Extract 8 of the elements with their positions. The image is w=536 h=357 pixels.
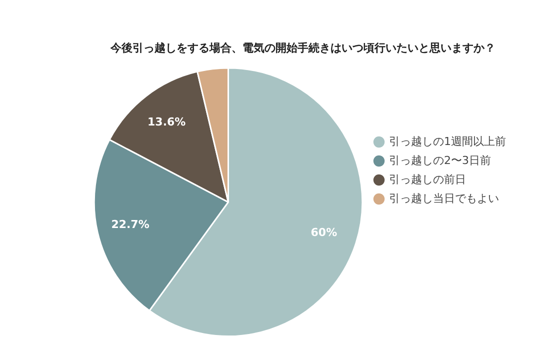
data-label: 13.6%: [148, 115, 186, 128]
legend-label: 引っ越し当日でもよい: [389, 192, 499, 205]
legend-label: 引っ越しの2〜3日前: [389, 154, 491, 167]
data-label: 60%: [310, 226, 338, 240]
data-label: 22.7%: [111, 218, 150, 231]
legend-label: 引っ越しの前日: [389, 172, 466, 186]
chart-title: 今後引っ越しをする場合、電気の開始手続きはいつ頃行いたいと思いますか？: [110, 41, 496, 54]
legend-label: 引っ越しの1週間以上前: [389, 134, 506, 148]
